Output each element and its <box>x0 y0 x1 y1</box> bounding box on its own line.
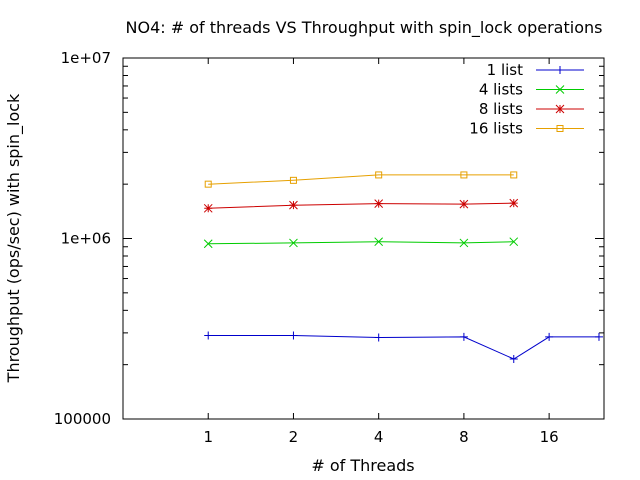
x-tick-label: 1 <box>203 428 213 446</box>
data-point-4-lists <box>374 237 384 247</box>
legend-marker-4-lists <box>555 85 565 94</box>
x-tick-label: 16 <box>540 428 559 446</box>
data-point-8-lists <box>289 200 298 210</box>
data-point-4-lists <box>509 237 519 247</box>
legend-marker-16-lists <box>556 125 564 132</box>
data-point-1-list <box>204 331 213 340</box>
y-tick-label: 100000 <box>54 410 111 428</box>
data-point-16-lists <box>375 171 383 179</box>
legend-marker-1-list <box>556 66 564 74</box>
data-point-1-list <box>459 332 468 341</box>
data-point-16-lists <box>510 171 518 179</box>
plot-frame <box>122 57 605 420</box>
x-tick-label: 8 <box>459 428 469 446</box>
y-tick-label: 1e+07 <box>61 49 111 67</box>
series-group <box>203 171 603 363</box>
data-point-1-list <box>374 333 383 342</box>
data-point-1-list <box>289 331 298 340</box>
data-point-16-lists <box>460 171 468 179</box>
series-line-16-lists <box>208 174 514 185</box>
x-tick-label: 2 <box>289 428 299 446</box>
series-line-1-list <box>208 335 599 360</box>
data-point-1-list <box>509 354 518 363</box>
legend-label-1-list: 1 list <box>487 61 523 79</box>
x-axis-label: # of Threads <box>311 456 414 475</box>
data-point-8-lists <box>203 203 213 213</box>
data-point-4-lists <box>289 238 298 248</box>
legend-label-8-lists: 8 lists <box>479 100 523 118</box>
series-line-4-lists <box>208 241 514 245</box>
legend-marker-8-lists <box>555 104 565 114</box>
data-point-4-lists <box>203 239 213 249</box>
data-point-16-lists <box>204 180 212 188</box>
chart-title: NO4: # of threads VS Throughput with spi… <box>126 18 603 38</box>
x-tick-label: 4 <box>374 428 384 446</box>
legend-label-4-lists: 4 lists <box>479 81 523 99</box>
data-point-4-lists <box>459 238 469 248</box>
y-axis-label: Throughput (ops/sec) with spin_lock <box>4 93 24 383</box>
data-point-8-lists <box>509 198 519 208</box>
y-tick-label: 1e+06 <box>61 230 111 248</box>
data-point-8-lists <box>374 199 384 208</box>
data-point-1-list <box>545 332 554 341</box>
data-point-1-list <box>594 332 603 341</box>
axis-ticks: 1 2 4 8 16 100000 1e+06 1e+07 <box>54 49 604 446</box>
legend-label-16-lists: 16 lists <box>469 120 523 138</box>
data-point-8-lists <box>459 199 469 209</box>
data-point-16-lists <box>289 176 297 184</box>
